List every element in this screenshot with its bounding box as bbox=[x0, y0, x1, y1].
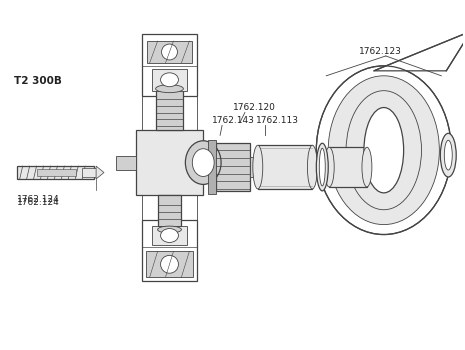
Bar bbox=[152, 69, 187, 91]
Ellipse shape bbox=[158, 226, 181, 233]
Bar bbox=[158, 195, 181, 230]
Ellipse shape bbox=[346, 91, 421, 210]
Bar bbox=[116, 156, 136, 169]
Bar bbox=[37, 169, 76, 176]
Ellipse shape bbox=[160, 229, 179, 243]
Ellipse shape bbox=[316, 143, 328, 191]
Text: 1762.124: 1762.124 bbox=[17, 195, 60, 204]
Bar bbox=[146, 251, 193, 277]
Ellipse shape bbox=[364, 107, 404, 193]
Ellipse shape bbox=[307, 145, 317, 189]
Bar bbox=[208, 140, 216, 194]
Text: 1762.123: 1762.123 bbox=[359, 47, 402, 56]
Text: 1762.124: 1762.124 bbox=[17, 198, 60, 207]
Bar bbox=[152, 226, 187, 245]
Ellipse shape bbox=[440, 133, 456, 177]
Text: 1762.120: 1762.120 bbox=[233, 104, 276, 112]
Ellipse shape bbox=[253, 145, 263, 189]
Bar bbox=[250, 157, 258, 177]
Ellipse shape bbox=[186, 141, 221, 184]
Text: 1762.143: 1762.143 bbox=[212, 117, 255, 125]
Bar bbox=[17, 166, 94, 179]
Ellipse shape bbox=[156, 85, 183, 93]
Bar bbox=[216, 143, 250, 191]
Bar bbox=[258, 145, 312, 189]
Bar bbox=[142, 34, 197, 96]
Polygon shape bbox=[96, 166, 104, 179]
Ellipse shape bbox=[362, 147, 372, 187]
Ellipse shape bbox=[193, 149, 214, 176]
Bar bbox=[146, 41, 193, 63]
Ellipse shape bbox=[316, 66, 451, 234]
Ellipse shape bbox=[324, 147, 334, 187]
Ellipse shape bbox=[160, 256, 179, 273]
Bar bbox=[329, 147, 367, 187]
Ellipse shape bbox=[319, 148, 325, 186]
Text: T2 300B: T2 300B bbox=[14, 76, 62, 86]
Ellipse shape bbox=[160, 73, 179, 87]
Ellipse shape bbox=[161, 44, 178, 60]
Polygon shape bbox=[374, 31, 465, 71]
Ellipse shape bbox=[444, 140, 452, 170]
Bar bbox=[142, 220, 197, 281]
Bar bbox=[136, 130, 203, 195]
Bar bbox=[156, 89, 183, 130]
Ellipse shape bbox=[328, 76, 439, 225]
Bar bbox=[82, 168, 96, 177]
Text: 1762.113: 1762.113 bbox=[256, 117, 299, 125]
